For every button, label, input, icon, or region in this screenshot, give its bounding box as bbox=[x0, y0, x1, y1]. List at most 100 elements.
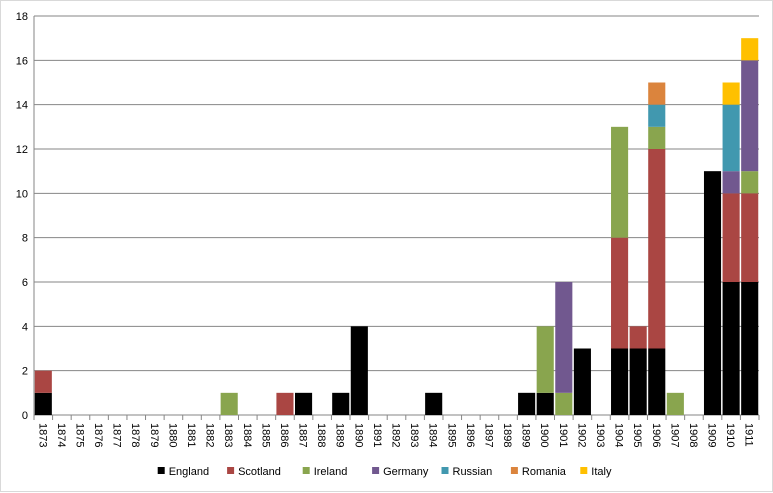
x-tick-label: 1899 bbox=[520, 423, 532, 447]
y-tick-label: 0 bbox=[22, 410, 28, 422]
legend-label-russian: Russian bbox=[453, 466, 493, 478]
bar-england-1873 bbox=[34, 392, 52, 415]
bar-scotland-1911 bbox=[741, 193, 759, 282]
bar-ireland-1906 bbox=[648, 126, 666, 149]
x-tick-label: 1902 bbox=[575, 423, 587, 447]
bar-scotland-1910 bbox=[722, 193, 740, 282]
x-tick-label: 1896 bbox=[464, 423, 476, 447]
x-tick-label: 1898 bbox=[501, 423, 513, 447]
legend-swatch-germany bbox=[372, 467, 380, 474]
x-tick-label: 1890 bbox=[352, 423, 364, 447]
bar-england-1910 bbox=[722, 282, 740, 415]
legend-swatch-scotland bbox=[227, 467, 235, 474]
x-tick-label: 1885 bbox=[259, 423, 271, 447]
x-tick-label: 1891 bbox=[371, 423, 383, 447]
y-tick-label: 10 bbox=[16, 188, 28, 200]
x-tick-label: 1893 bbox=[408, 423, 420, 447]
legend-label-romania: Romania bbox=[522, 466, 567, 478]
x-tick-label: 1910 bbox=[724, 423, 736, 447]
x-tick-label: 1906 bbox=[650, 423, 662, 447]
bar-england-1887 bbox=[295, 392, 313, 415]
x-tick-label: 1881 bbox=[185, 423, 197, 447]
bar-ireland-1911 bbox=[741, 171, 759, 194]
x-tick-label: 1889 bbox=[334, 423, 346, 447]
y-tick-label: 16 bbox=[16, 55, 28, 67]
x-tick-label: 1882 bbox=[204, 423, 216, 447]
bar-italy-1911 bbox=[741, 38, 759, 61]
y-tick-label: 4 bbox=[22, 321, 28, 333]
bar-england-1890 bbox=[350, 326, 368, 415]
x-tick-label: 1900 bbox=[538, 423, 550, 447]
x-tick-label: 1909 bbox=[706, 423, 718, 447]
bar-russian-1906 bbox=[648, 104, 666, 127]
legend-label-england: England bbox=[169, 466, 209, 478]
x-tick-label: 1892 bbox=[390, 423, 402, 447]
x-tick-label: 1877 bbox=[111, 423, 123, 447]
bar-ireland-1901 bbox=[555, 392, 573, 415]
x-tick-label: 1879 bbox=[148, 423, 160, 447]
x-tick-label: 1911 bbox=[743, 423, 755, 447]
x-tick-label: 1886 bbox=[278, 423, 290, 447]
legend-swatch-romania bbox=[510, 467, 518, 474]
y-tick-label: 8 bbox=[22, 233, 28, 245]
bar-ireland-1883 bbox=[220, 392, 238, 415]
x-tick-label: 1901 bbox=[557, 423, 569, 447]
y-tick-label: 14 bbox=[16, 100, 28, 112]
legend-label-italy: Italy bbox=[591, 466, 612, 478]
bar-scotland-1873 bbox=[34, 370, 52, 393]
bar-england-1889 bbox=[332, 392, 350, 415]
x-tick-label: 1907 bbox=[668, 423, 680, 447]
legend-swatch-italy bbox=[580, 467, 588, 474]
legend-swatch-ireland bbox=[302, 467, 310, 474]
x-tick-label: 1887 bbox=[297, 423, 309, 447]
bar-ireland-1900 bbox=[536, 326, 554, 393]
bar-scotland-1905 bbox=[629, 326, 647, 349]
x-tick-label: 1895 bbox=[445, 423, 457, 447]
bar-england-1902 bbox=[573, 348, 591, 415]
x-tick-label: 1905 bbox=[631, 423, 643, 447]
bar-germany-1901 bbox=[555, 282, 573, 393]
bar-england-1905 bbox=[629, 348, 647, 415]
legend-label-scotland: Scotland bbox=[238, 466, 281, 478]
bar-romania-1906 bbox=[648, 82, 666, 105]
x-tick-label: 1903 bbox=[594, 423, 606, 447]
x-tick-label: 1888 bbox=[315, 423, 327, 447]
x-tick-label: 1904 bbox=[613, 423, 625, 447]
x-tick-label: 1884 bbox=[241, 423, 253, 447]
y-tick-label: 12 bbox=[16, 144, 28, 156]
bar-england-1894 bbox=[425, 392, 443, 415]
bar-england-1904 bbox=[611, 348, 629, 415]
x-tick-label: 1880 bbox=[166, 423, 178, 447]
bar-italy-1910 bbox=[722, 82, 740, 105]
x-tick-label: 1883 bbox=[222, 423, 234, 447]
bar-england-1911 bbox=[741, 282, 759, 415]
y-tick-label: 2 bbox=[22, 366, 28, 378]
x-tick-label: 1876 bbox=[92, 423, 104, 447]
bar-russian-1910 bbox=[722, 104, 740, 172]
bar-england-1899 bbox=[518, 392, 536, 415]
x-tick-label: 1878 bbox=[129, 423, 141, 447]
legend-label-germany: Germany bbox=[383, 466, 429, 478]
bar-scotland-1904 bbox=[611, 237, 629, 349]
y-tick-label: 18 bbox=[16, 11, 28, 23]
x-tick-label: 1897 bbox=[482, 423, 494, 447]
bar-scotland-1886 bbox=[276, 392, 294, 415]
legend-swatch-england bbox=[157, 467, 165, 474]
bar-germany-1910 bbox=[722, 171, 740, 194]
bar-germany-1911 bbox=[741, 60, 759, 172]
bar-england-1909 bbox=[703, 171, 722, 415]
bar-scotland-1906 bbox=[648, 149, 666, 349]
legend-label-ireland: Ireland bbox=[314, 466, 348, 478]
bar-england-1906 bbox=[648, 348, 666, 415]
x-tick-label: 1874 bbox=[55, 423, 67, 447]
x-tick-label: 1875 bbox=[73, 423, 85, 447]
bar-england-1900 bbox=[536, 392, 554, 415]
bar-ireland-1907 bbox=[666, 392, 684, 415]
legend-swatch-russian bbox=[441, 467, 449, 474]
bar-ireland-1904 bbox=[611, 126, 629, 238]
x-tick-label: 1873 bbox=[36, 423, 48, 447]
y-tick-label: 6 bbox=[22, 277, 28, 289]
x-tick-label: 1894 bbox=[427, 423, 439, 447]
